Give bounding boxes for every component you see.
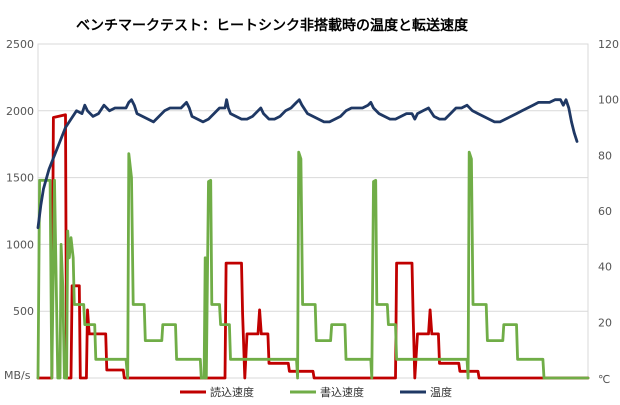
right-axis-unit: ℃ — [598, 373, 610, 386]
series-line-2 — [36, 150, 590, 380]
legend-label-3: 温度 — [430, 385, 452, 399]
left-axis-ticks: 500 1000 1500 2000 2500 — [6, 38, 34, 318]
series-layer — [36, 98, 590, 380]
legend-label-2: 書込速度 — [320, 385, 364, 399]
legend-label-1: 読込速度 — [210, 385, 254, 399]
chart-title: ベンチマークテスト：ヒートシンク非搭載時の温度と転送速度 — [76, 17, 469, 34]
right-tick-label: 40 — [598, 261, 612, 274]
left-tick-label: 2000 — [6, 105, 34, 118]
right-tick-label: 80 — [598, 149, 612, 162]
series-line-1 — [36, 113, 590, 380]
left-axis-unit: MB/s — [4, 369, 31, 382]
right-tick-label: 120 — [598, 38, 619, 51]
right-axis-ticks: 20 40 60 80 100 120 — [598, 38, 619, 329]
chart-legend: 読込速度 書込速度 温度 — [180, 385, 452, 399]
plot-area — [37, 43, 589, 379]
left-tick-label: 1500 — [6, 172, 34, 185]
series-line-3 — [36, 98, 579, 230]
left-tick-label: 500 — [13, 305, 34, 318]
right-tick-label: 60 — [598, 205, 612, 218]
grid-layer — [37, 43, 589, 379]
right-tick-label: 100 — [598, 94, 619, 107]
left-tick-label: 2500 — [6, 38, 34, 51]
left-tick-label: 1000 — [6, 238, 34, 251]
right-tick-label: 20 — [598, 316, 612, 329]
